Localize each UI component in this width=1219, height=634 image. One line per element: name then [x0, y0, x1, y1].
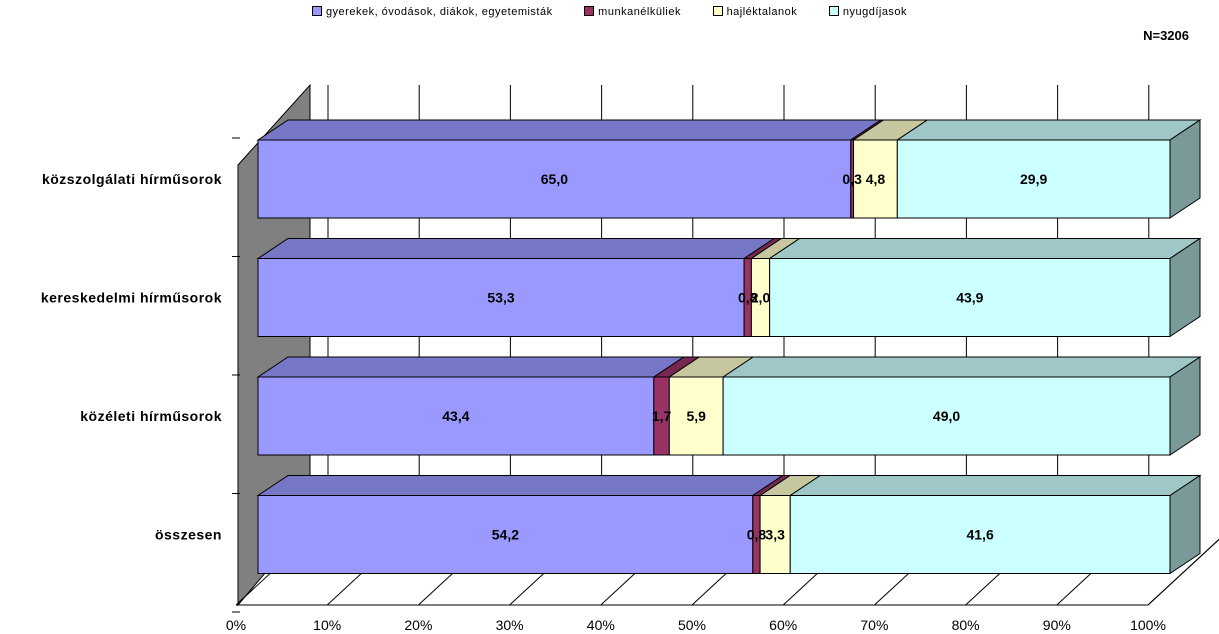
bar-side-0 — [1169, 119, 1201, 219]
data-label-0-0: 65,0 — [541, 171, 568, 187]
data-label-3-3: 41,6 — [966, 527, 993, 543]
data-label-3-1: 0,8 — [747, 527, 767, 543]
bar-3-0 — [257, 495, 754, 574]
bar-0-0 — [257, 139, 852, 219]
data-label-3-2: 3,3 — [765, 527, 785, 543]
bar-2-0 — [257, 376, 655, 456]
bar-top-1-3 — [767, 238, 1202, 259]
bar-2-3 — [722, 376, 1171, 456]
legend: gyerekek, óvodások, diákok, egyetemisták… — [0, 6, 1219, 18]
legend-label-3: nyugdíjasok — [842, 6, 908, 18]
bar-3-3 — [789, 495, 1171, 574]
data-label-0-2: 4,8 — [866, 171, 886, 187]
bar-1-0 — [257, 258, 745, 337]
bar-top-3-3 — [788, 475, 1202, 496]
legend-item-3: nyugdíjasok — [828, 6, 908, 18]
bar-3-2 — [759, 495, 791, 574]
data-label-0-3: 29,9 — [1020, 171, 1047, 187]
bar-top-1-0 — [256, 238, 776, 259]
bar-1-3 — [769, 258, 1171, 337]
x-tick-label-9: 90% — [1043, 617, 1071, 633]
bar-top-2-3 — [721, 356, 1202, 378]
data-label-1-1: 0,8 — [738, 290, 758, 306]
data-label-1-2: 2,0 — [751, 290, 771, 306]
category-label-1: kereskedelmi hírműsorok — [41, 290, 222, 306]
data-label-2-1: 1,7 — [652, 408, 672, 424]
x-tick-label-3: 30% — [496, 617, 524, 633]
data-label-3-0: 54,2 — [492, 527, 519, 543]
x-tick-label-1: 10% — [313, 617, 341, 633]
data-label-1-3: 43,9 — [956, 290, 983, 306]
legend-item-1: munkanélküliek — [584, 6, 681, 18]
bar-side-2 — [1169, 356, 1201, 456]
category-label-2: közéleti hírműsorok — [80, 408, 222, 424]
data-label-2-3: 49,0 — [933, 408, 960, 424]
x-tick-label-8: 80% — [952, 617, 980, 633]
legend-item-2: hajléktalanok — [712, 6, 798, 18]
x-tick-label-6: 60% — [769, 617, 797, 633]
bar-top-2-0 — [256, 356, 686, 378]
bar-top-0-0 — [256, 119, 883, 141]
sample-size-note: N=3206 — [1143, 28, 1189, 43]
x-tick-label-4: 40% — [587, 617, 615, 633]
x-tick-label-2: 20% — [404, 617, 432, 633]
x-tick-label-10: 100% — [1130, 617, 1166, 633]
category-label-0: közszolgálati hírműsorok — [42, 171, 222, 187]
x-tick-label-0: 0% — [226, 617, 246, 633]
data-label-2-2: 5,9 — [686, 408, 706, 424]
data-label-1-0: 53,3 — [487, 290, 514, 306]
legend-swatch-0 — [311, 6, 322, 16]
bar-0-3 — [896, 139, 1171, 219]
legend-label-0: gyerekek, óvodások, diákok, egyetemisták — [325, 6, 553, 18]
floor-right-edge — [1147, 538, 1219, 606]
legend-swatch-2 — [712, 6, 723, 16]
data-label-2-0: 43,4 — [442, 408, 469, 424]
legend-swatch-1 — [584, 6, 595, 16]
category-label-3: összesen — [155, 527, 222, 543]
bar-0-2 — [853, 139, 898, 219]
legend-swatch-3 — [828, 6, 839, 16]
data-label-0-1: 0,3 — [842, 171, 862, 187]
x-tick-label-5: 50% — [678, 617, 706, 633]
legend-label-2: hajléktalanok — [726, 6, 798, 18]
bar-top-0-3 — [895, 119, 1202, 141]
bar-top-3-0 — [256, 475, 785, 496]
bar-side-3 — [1169, 474, 1201, 575]
bar-side-1 — [1169, 237, 1201, 338]
x-tick-label-7: 70% — [860, 617, 888, 633]
legend-item-0: gyerekek, óvodások, diákok, egyetemisták — [311, 6, 553, 18]
legend-label-1: munkanélküliek — [598, 6, 681, 18]
